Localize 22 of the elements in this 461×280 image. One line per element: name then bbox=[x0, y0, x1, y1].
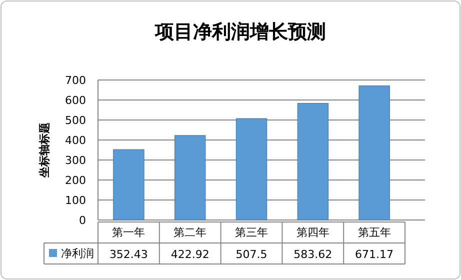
ytick: 500 bbox=[65, 114, 86, 127]
xtick: 第三年 bbox=[235, 226, 268, 239]
title: 项目净利润增长预测 bbox=[155, 21, 326, 43]
xtick: 第二年 bbox=[174, 226, 207, 239]
xtick: 第四年 bbox=[296, 226, 330, 239]
data-label: 422.92 bbox=[170, 248, 210, 261]
legend: 净利润 bbox=[49, 247, 94, 260]
ytick: 200 bbox=[65, 174, 86, 187]
xtick: 第五年 bbox=[358, 226, 391, 239]
ylabel: 坐标轴标题 bbox=[38, 122, 51, 178]
data-label: 671.17 bbox=[355, 248, 394, 261]
data-label: 352.43 bbox=[109, 248, 148, 261]
ytick: 400 bbox=[65, 134, 86, 147]
data-label: 507.5 bbox=[236, 248, 268, 261]
legend-label: 净利润 bbox=[61, 247, 94, 260]
ytick: 100 bbox=[65, 194, 86, 207]
xtick: 第一年 bbox=[112, 226, 146, 239]
ytick: 600 bbox=[65, 94, 86, 107]
data-label: 583.62 bbox=[294, 248, 332, 261]
ytick: 0 bbox=[79, 214, 86, 227]
ytick: 300 bbox=[65, 154, 86, 167]
ytick: 700 bbox=[65, 74, 86, 87]
